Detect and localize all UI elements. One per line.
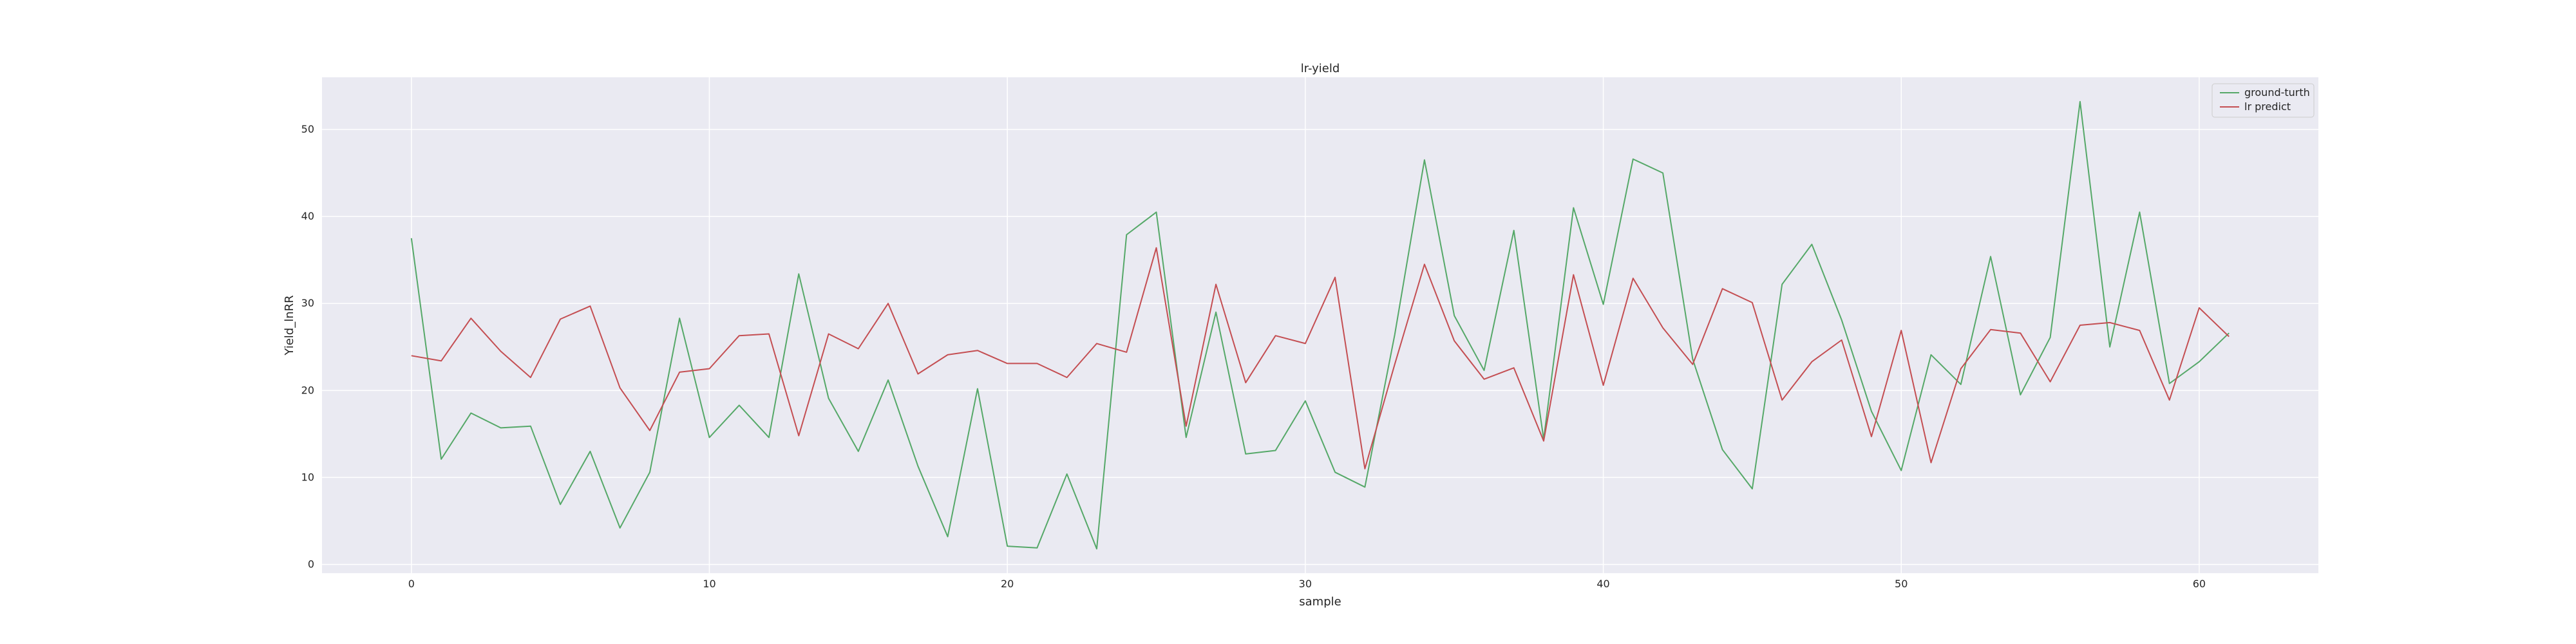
- x-tick-label: 50: [1895, 578, 1908, 590]
- grid-lines: [322, 77, 2318, 573]
- chart-title: lr-yield: [1301, 62, 1340, 75]
- x-tick-label: 0: [408, 578, 415, 590]
- y-tick-label: 10: [301, 471, 314, 483]
- y-tick-label: 40: [301, 210, 314, 222]
- legend-label-ground-turth: ground-turth: [2244, 86, 2310, 99]
- y-axis-label: Yield_lnRR: [283, 295, 296, 355]
- y-tick-label: 0: [308, 558, 314, 570]
- legend: ground-turth lr predict: [2211, 83, 2315, 118]
- legend-label-lr-predict: lr predict: [2244, 100, 2291, 113]
- y-tick-label: 20: [301, 384, 314, 396]
- y-tick-label: 30: [301, 297, 314, 309]
- x-tick-label: 20: [1001, 578, 1014, 590]
- x-tick-labels: 0 10 20 30 40 50 60: [408, 578, 2206, 590]
- x-tick-label: 40: [1596, 578, 1609, 590]
- series-layer: [410, 100, 2230, 550]
- y-tick-label: 50: [301, 123, 314, 135]
- x-tick-label: 30: [1299, 578, 1312, 590]
- x-tick-label: 60: [2193, 578, 2206, 590]
- plot-background: [322, 77, 2318, 573]
- series-line-lr-predict: [411, 247, 2230, 469]
- y-tick-labels: 0 10 20 30 40 50: [301, 123, 314, 570]
- x-axis-label: sample: [1299, 595, 1341, 609]
- series-line-ground-turth: [410, 100, 2230, 550]
- x-tick-label: 10: [703, 578, 715, 590]
